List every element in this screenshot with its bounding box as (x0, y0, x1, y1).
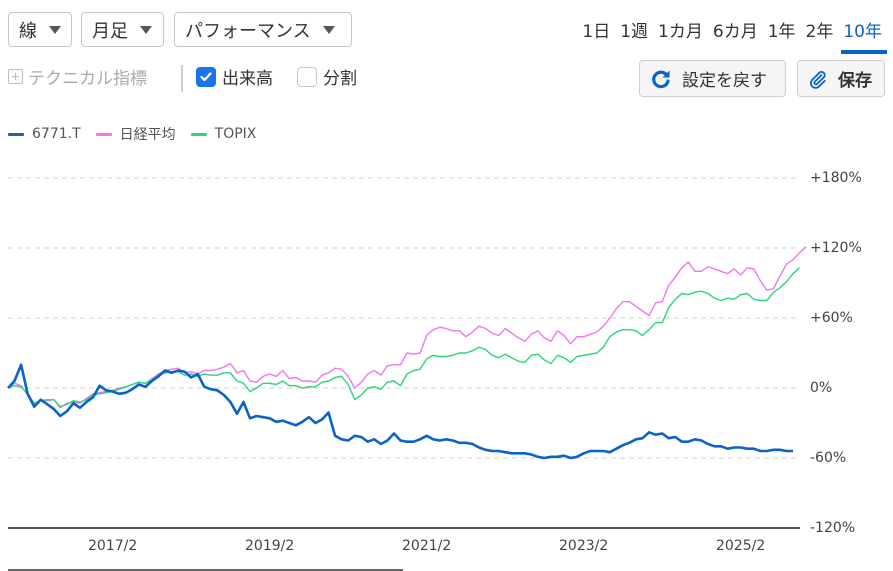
chevron-down-icon (49, 25, 61, 34)
paperclip-icon (810, 70, 826, 89)
y-tick-label: +60% (810, 310, 853, 326)
series-line-TOPIX (7, 267, 800, 408)
volume-label: 出来高 (222, 69, 273, 89)
range-tab-1w[interactable]: 1週 (620, 22, 649, 42)
chevron-down-icon (140, 25, 152, 34)
chart-type-value: 線 (19, 20, 37, 42)
legend-item-6771t[interactable]: 6771.T (8, 126, 81, 142)
range-tab-6m[interactable]: 6カ月 (712, 22, 758, 42)
technical-indicator-label: テクニカル指標 (28, 69, 147, 89)
save-button[interactable]: 保存 (797, 60, 885, 97)
interval-value: 月足 (92, 20, 128, 42)
volume-checkbox[interactable]: 出来高 (196, 64, 273, 89)
chevron-down-icon (322, 25, 335, 34)
chart-type-dropdown[interactable]: 線 (8, 12, 72, 47)
legend-item-topix[interactable]: TOPIX (190, 126, 257, 142)
legend-swatch (190, 132, 207, 136)
technical-indicator-button[interactable]: テクニカル指標 (8, 64, 147, 89)
y-tick-label: +120% (810, 240, 862, 256)
interval-dropdown[interactable]: 月足 (81, 12, 164, 47)
checkbox-checked-icon (196, 66, 216, 87)
x-tick-label: 2017/2 (88, 538, 138, 554)
legend-label: TOPIX (214, 126, 257, 142)
range-tab-1d[interactable]: 1日 (582, 22, 611, 42)
series-line-日経平均 (7, 246, 807, 409)
refresh-icon (652, 70, 670, 88)
y-tick-label: 0% (810, 380, 833, 396)
range-tabs: 1日 1週 1カ月 6カ月 1年 2年 10年 (577, 17, 887, 54)
checkbox-unchecked-icon (297, 66, 317, 87)
range-tab-1m[interactable]: 1カ月 (658, 22, 703, 42)
series-line-6771.T (7, 363, 793, 460)
legend-swatch (95, 132, 112, 136)
plus-icon (8, 69, 23, 84)
x-tick-label: 2019/2 (245, 538, 295, 554)
legend-label: 日経平均 (119, 127, 176, 143)
mode-dropdown[interactable]: パフォーマンス (174, 12, 352, 47)
x-tick-label: 2021/2 (402, 538, 452, 554)
split-label: 分割 (323, 69, 357, 89)
chart-legend: 6771.T 日経平均 TOPIX (8, 124, 271, 144)
reset-settings-button[interactable]: 設定を戻す (639, 60, 786, 97)
reset-settings-label: 設定を戻す (682, 71, 767, 91)
range-tab-10y[interactable]: 10年 (838, 17, 887, 54)
y-tick-label: +180% (810, 170, 862, 186)
save-label: 保存 (838, 71, 872, 91)
x-tick-label: 2025/2 (716, 538, 766, 554)
range-tab-1y[interactable]: 1年 (767, 22, 796, 42)
legend-item-nikkei[interactable]: 日経平均 (95, 124, 176, 144)
y-tick-label: -120% (810, 520, 856, 536)
range-tab-2y[interactable]: 2年 (805, 22, 834, 42)
divider (181, 65, 183, 92)
split-checkbox[interactable]: 分割 (297, 64, 357, 89)
mode-value: パフォーマンス (185, 20, 311, 42)
y-tick-label: -60% (810, 450, 847, 466)
legend-label: 6771.T (32, 126, 81, 142)
legend-swatch (8, 132, 24, 136)
x-tick-label: 2023/2 (559, 538, 609, 554)
